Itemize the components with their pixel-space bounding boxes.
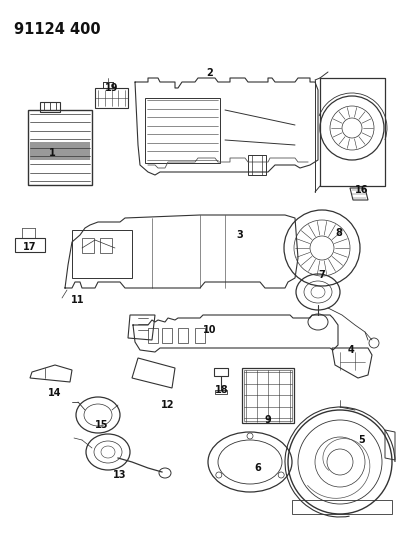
Text: 18: 18: [215, 385, 229, 395]
Text: 8: 8: [335, 228, 342, 238]
Bar: [162, 328, 172, 343]
Text: 5: 5: [358, 435, 365, 445]
Bar: [244, 370, 292, 421]
Bar: [214, 368, 228, 376]
Text: 10: 10: [203, 325, 217, 335]
Bar: [242, 368, 294, 423]
Bar: [28, 110, 92, 185]
Text: 12: 12: [161, 400, 175, 410]
Text: 11: 11: [71, 295, 85, 305]
Text: 13: 13: [113, 470, 127, 480]
Text: 1: 1: [49, 148, 56, 158]
Text: 6: 6: [255, 463, 261, 473]
Bar: [148, 328, 158, 343]
Bar: [95, 88, 128, 108]
Bar: [292, 500, 392, 514]
Bar: [248, 155, 266, 175]
Text: 19: 19: [105, 83, 119, 93]
Bar: [30, 142, 90, 160]
Text: 3: 3: [237, 230, 243, 240]
Text: 17: 17: [23, 242, 37, 252]
Text: 9: 9: [265, 415, 271, 425]
Bar: [100, 238, 112, 253]
Bar: [40, 102, 60, 112]
Text: 2: 2: [207, 68, 213, 78]
Text: 15: 15: [95, 420, 109, 430]
Text: 7: 7: [318, 270, 325, 280]
Bar: [145, 98, 220, 163]
Bar: [15, 238, 45, 252]
Text: 16: 16: [355, 185, 369, 195]
Bar: [195, 328, 205, 343]
Text: 4: 4: [348, 345, 355, 355]
Bar: [320, 78, 385, 186]
Bar: [178, 328, 188, 343]
Bar: [72, 230, 132, 278]
Bar: [82, 238, 94, 253]
Text: 91124 400: 91124 400: [14, 22, 101, 37]
Bar: [215, 390, 227, 394]
Text: 14: 14: [48, 388, 62, 398]
